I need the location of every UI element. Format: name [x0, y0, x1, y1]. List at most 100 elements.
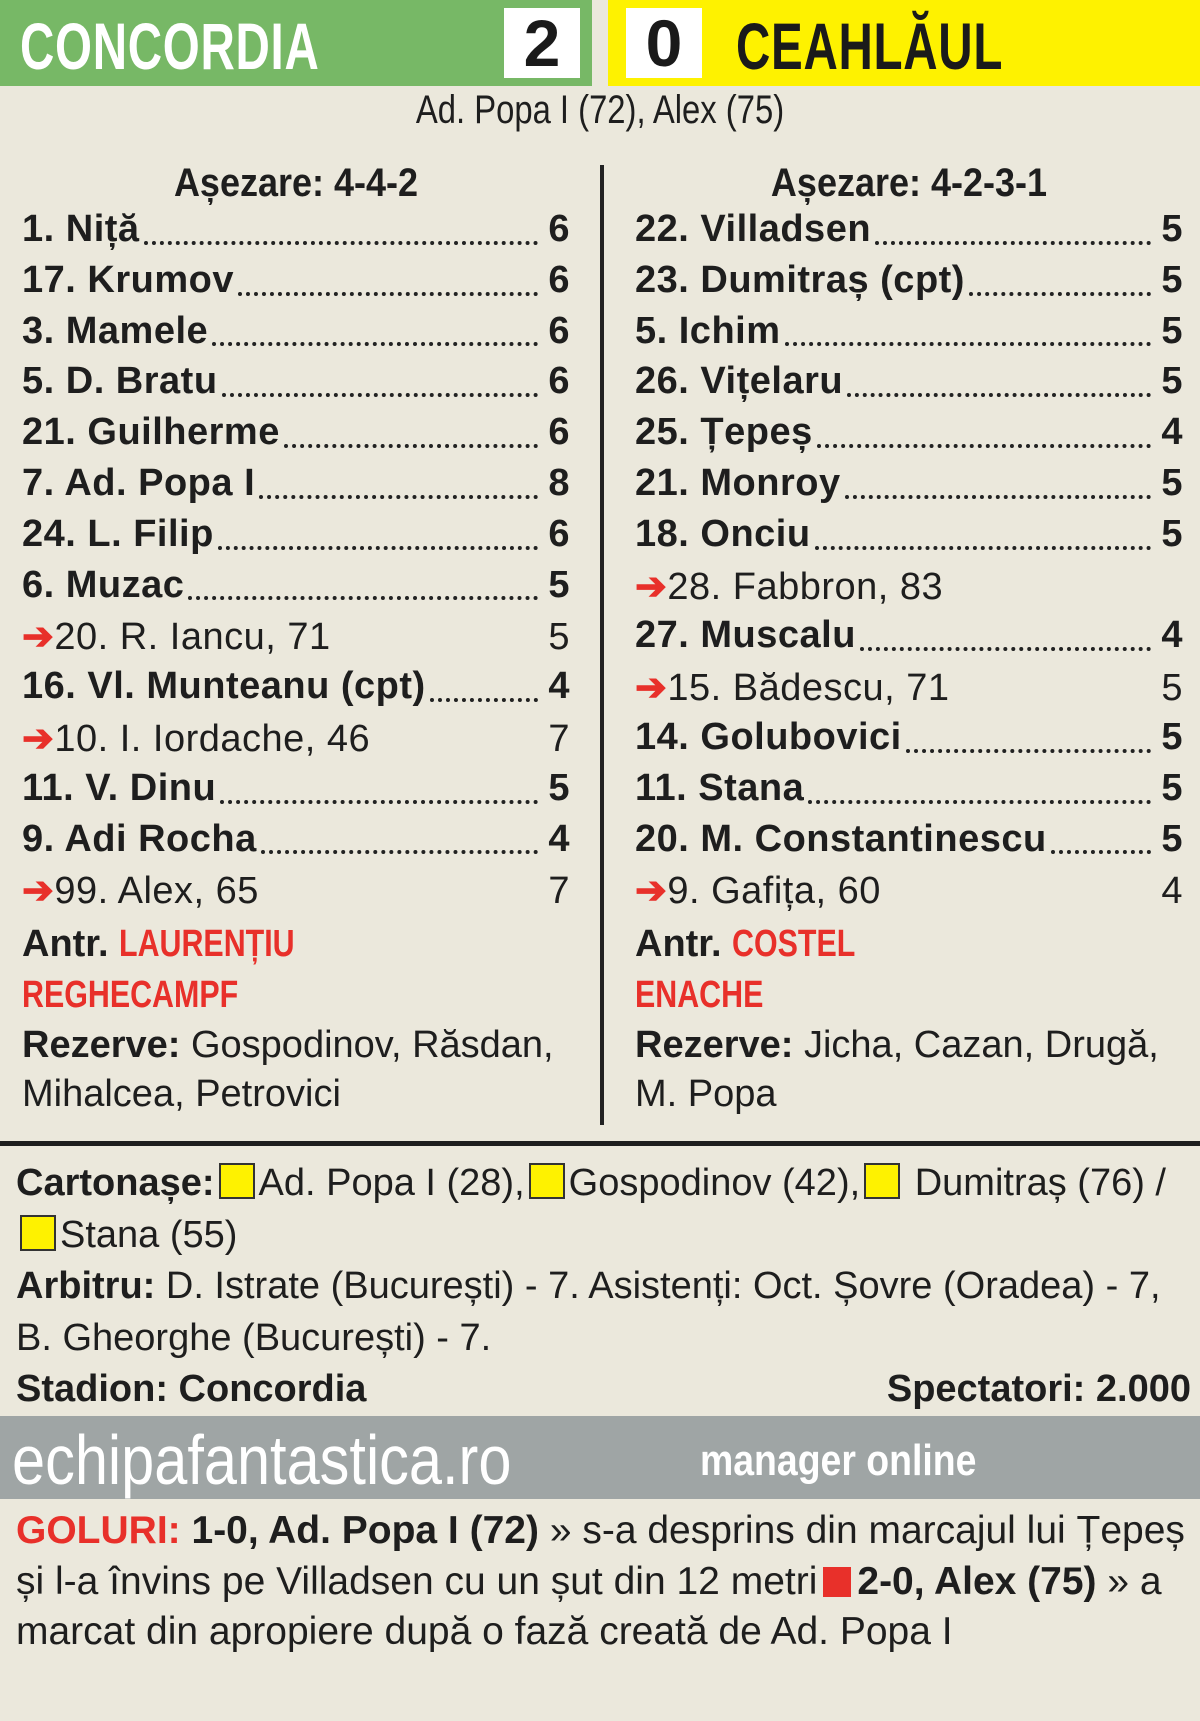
- player-name: 21. Guilherme: [22, 411, 280, 454]
- player-rating: 5: [548, 766, 570, 809]
- player-rating: 6: [548, 258, 570, 301]
- player-rating: 6: [548, 512, 570, 555]
- player-row: 3. Mamele 6: [22, 310, 570, 361]
- player-rating: 6: [548, 309, 570, 352]
- player-name: 16. Vl. Munteanu (cpt): [22, 665, 426, 708]
- player-row: 17. Krumov 6: [22, 259, 570, 310]
- goal-1: 1-0, Ad. Popa I (72): [191, 1509, 539, 1552]
- dot-leader: [237, 291, 538, 296]
- substitute-row: ➔ 99. Alex, 65 7: [22, 868, 570, 919]
- dot-leader: [844, 494, 1151, 499]
- player-rating: 8: [548, 461, 570, 504]
- sub-arrow-icon: ➔: [22, 717, 55, 760]
- player-name: 17. Krumov: [22, 258, 234, 301]
- player-name: 9. Gafița, 60: [667, 870, 881, 913]
- goal-2: 2-0, Alex (75): [857, 1559, 1097, 1603]
- player-row: 5. D. Bratu 6: [22, 360, 570, 411]
- player-name: 20. R. Iancu, 71: [54, 616, 331, 659]
- yellow-card-icon: [528, 1163, 565, 1199]
- coach-first-name: LAURENȚIU: [119, 923, 295, 966]
- reserves: Rezerve: Jicha, Cazan, Drugă, M. Popa: [635, 1021, 1183, 1119]
- coach: Antr. LAURENȚIU REGHECAMPF: [22, 919, 570, 1021]
- card-entry: Gospodinov (42),: [568, 1162, 861, 1204]
- substitute-row: ➔ 28. Fabbron, 83: [635, 564, 1183, 615]
- player-name: 99. Alex, 65: [54, 870, 259, 913]
- player-row: 27. Muscalu 4: [635, 614, 1183, 665]
- coach-last-name: REGHECAMPF: [22, 973, 239, 1016]
- goals-label: GOLURI:: [16, 1509, 181, 1552]
- player-name: 20. M. Constantinescu: [635, 817, 1047, 860]
- reserves-label: Rezerve:: [635, 1023, 794, 1066]
- player-rating: 5: [1161, 667, 1183, 710]
- match-header: CONCORDIA 2 0 CEAHLĂUL: [0, 0, 1200, 86]
- scorers-line: Ad. Popa I (72), Alex (75): [415, 88, 785, 132]
- player-rating: 6: [548, 411, 570, 454]
- away-score: 0: [626, 8, 702, 78]
- dot-leader: [143, 240, 538, 245]
- player-rating: 5: [1161, 766, 1183, 809]
- player-rating: 4: [548, 665, 570, 708]
- player-row: 9. Adi Rocha 4: [22, 818, 570, 869]
- dot-leader: [814, 545, 1151, 550]
- away-team-name: CEAHLĂUL: [736, 9, 1004, 83]
- stadium: Stadion: Concordia: [16, 1368, 367, 1410]
- player-rating: 5: [1161, 309, 1183, 352]
- dot-leader: [875, 240, 1151, 245]
- goal-2-description: » a marcat din apropiere după o fază cre…: [16, 1559, 1162, 1654]
- reserves-list: Jicha, Cazan, Drugă, M. Popa: [635, 1023, 1159, 1115]
- player-row: 5. Ichim 5: [635, 310, 1183, 361]
- cards-label: Cartonașe:: [16, 1162, 215, 1204]
- section-divider: [0, 1141, 1200, 1146]
- home-lineup: Așezare: 4-4-2 1. Niță 6 17. Krumov 6 3. Mame…: [22, 158, 570, 1119]
- dot-leader: [808, 799, 1151, 804]
- player-name: 7. Ad. Popa I: [22, 461, 256, 504]
- player-row: 18. Onciu 5: [635, 513, 1183, 564]
- formation: Așezare: 4-2-3-1: [770, 161, 1048, 205]
- coach: Antr. COSTEL ENACHE: [635, 919, 1183, 1021]
- home-team-banner: CONCORDIA 2: [0, 0, 592, 86]
- player-rating: 5: [1161, 461, 1183, 504]
- player-name: 3. Mamele: [22, 309, 209, 352]
- player-row: 21. Guilherme 6: [22, 411, 570, 462]
- yellow-card-icon: [864, 1163, 901, 1199]
- player-row: 11. Stana 5: [635, 767, 1183, 818]
- player-name: 6. Muzac: [22, 563, 185, 606]
- player-row: 24. L. Filip 6: [22, 513, 570, 564]
- reserves-list: Gospodinov, Răsdan, Mihalcea, Petrovici: [22, 1023, 554, 1115]
- promo-banner[interactable]: echipafantastica.ro manager online: [0, 1416, 1200, 1499]
- separator-square-icon: [823, 1566, 852, 1597]
- player-rating: 5: [1161, 208, 1183, 250]
- player-name: 25. Țepeș: [635, 411, 813, 454]
- away-lineup: Așezare: 4-2-3-1 22. Villadsen 5 23. Dumitr…: [635, 158, 1183, 1119]
- player-name: 18. Onciu: [635, 512, 811, 555]
- substitute-row: ➔ 9. Gafița, 60 4: [635, 868, 1183, 919]
- sub-arrow-icon: ➔: [22, 870, 55, 913]
- player-row: 7. Ad. Popa I 8: [22, 462, 570, 513]
- card-entry: Dumitraș (76) /: [914, 1162, 1166, 1204]
- player-rating: 7: [548, 870, 570, 913]
- cards-line: Cartonașe: Ad. Popa I (28), Gospodinov (42…: [16, 1158, 1191, 1261]
- player-name: 21. Monroy: [635, 461, 841, 504]
- player-rating: 5: [1161, 360, 1183, 403]
- player-rating: 5: [1161, 258, 1183, 301]
- player-name: 24. L. Filip: [22, 512, 214, 555]
- player-name: 5. Ichim: [635, 309, 781, 352]
- referee-label: Arbitru:: [16, 1265, 156, 1307]
- dot-leader: [429, 697, 538, 702]
- player-rating: 4: [1161, 614, 1183, 657]
- player-rating: 6: [548, 208, 570, 250]
- player-name: 27. Muscalu: [635, 614, 856, 657]
- yellow-card-icon: [20, 1214, 56, 1251]
- player-rating: 4: [1161, 411, 1183, 454]
- player-row: 16. Vl. Munteanu (cpt) 4: [22, 665, 570, 716]
- card-entry: Ad. Popa I (28),: [258, 1162, 525, 1204]
- match-info: Cartonașe: Ad. Popa I (28), Gospodinov (42…: [16, 1158, 1191, 1416]
- dot-leader: [212, 342, 538, 347]
- dot-leader: [905, 748, 1151, 753]
- formation: Așezare: 4-4-2: [173, 161, 419, 205]
- home-score: 2: [504, 8, 580, 78]
- coach-label: Antr.: [635, 923, 722, 966]
- dot-leader: [220, 799, 538, 804]
- player-name: 23. Dumitraș (cpt): [635, 258, 965, 301]
- site-name[interactable]: echipafantastica.ro: [12, 1421, 512, 1499]
